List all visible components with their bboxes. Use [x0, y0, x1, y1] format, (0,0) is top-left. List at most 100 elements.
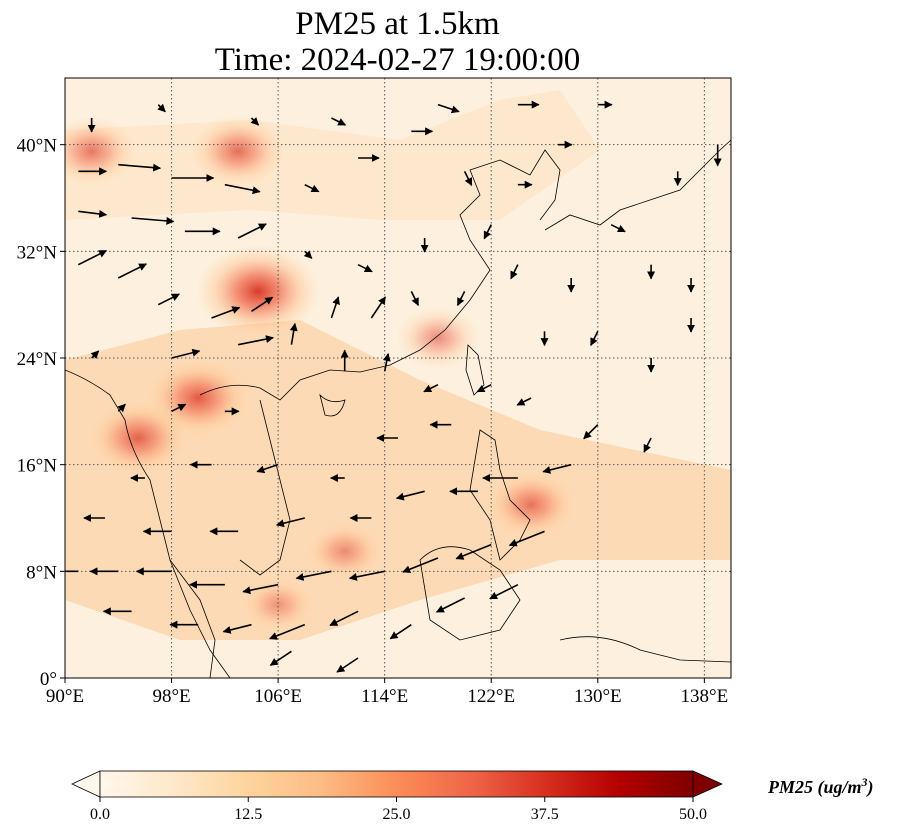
colorbar-tick-label-0: 0.0	[90, 806, 110, 823]
wind-vector-75	[423, 383, 439, 393]
wind-vector-34	[590, 330, 599, 347]
wind-vector-4	[78, 209, 108, 218]
wind-vector-80	[303, 250, 313, 259]
wind-vector-61	[269, 650, 292, 666]
wind-vector-45	[402, 557, 439, 574]
pm25-hotspot-0	[196, 244, 321, 338]
wind-vector-37	[583, 424, 599, 440]
pm25-hotspot-5	[484, 469, 578, 540]
wind-vector-86	[331, 117, 347, 126]
wind-vector-23	[463, 170, 473, 187]
wind-vector-55	[222, 623, 252, 634]
wind-vector-57	[329, 610, 359, 627]
lat-tick-label-3: 24°N	[17, 349, 58, 370]
wind-vector-8	[77, 249, 108, 266]
pm25-hotspot-8	[240, 576, 316, 634]
pm25-hotspot-4	[65, 116, 139, 187]
lat-tick-label-5: 40°N	[17, 136, 58, 157]
colorbar-tick-label-1: 12.5	[234, 806, 262, 823]
lat-tick-labels: 0° 8°N 16°N 24°N 32°N 40°N	[17, 136, 65, 690]
wind-vector-59	[435, 597, 465, 613]
map-frame	[64, 77, 732, 679]
lat-tick-label-1: 8°N	[26, 562, 57, 583]
wind-vector-93	[250, 117, 260, 126]
wind-vector-62	[336, 657, 359, 673]
wind-vector-76	[117, 403, 126, 413]
wind-vector-48	[242, 583, 279, 595]
wind-vector-83	[456, 290, 466, 307]
colorbar-tick-label-3: 37.5	[531, 806, 559, 823]
wind-vector-28	[610, 223, 626, 233]
colorbar-gradient	[99, 770, 694, 798]
wind-vector-44	[455, 543, 492, 560]
wind-vector-56	[269, 623, 306, 640]
wind-vector-17	[370, 296, 387, 319]
lon-tick-label-0: 90°E	[46, 686, 84, 707]
lat-tick-label-2: 16°N	[17, 456, 58, 477]
wind-vectors	[65, 100, 722, 673]
pm25-hotspot-3	[189, 114, 287, 188]
colorbar-title-text: PM25 (ug/m	[768, 777, 862, 797]
wind-vector-65	[275, 517, 305, 528]
wind-vector-47	[295, 570, 332, 581]
wind-vector-7	[237, 223, 267, 239]
lon-tick-labels: 90°E 98°E 106°E 114°E 122°E 130°E 138°E	[46, 678, 728, 707]
chart-title-line1: PM25 at 1.5km	[295, 6, 500, 42]
wind-vector-36	[516, 397, 532, 406]
wind-vector-12	[251, 296, 274, 312]
colorbar-extend-low	[71, 770, 101, 798]
wind-vector-1	[118, 163, 162, 172]
chart-title-line2: Time: 2024-02-27 19:00:00	[214, 42, 581, 78]
colorbar-tick-label-4: 50.0	[679, 806, 707, 823]
wind-vector-87	[437, 103, 460, 114]
gridlines	[65, 78, 731, 678]
wind-vector-39	[542, 463, 572, 474]
coastlines	[65, 139, 731, 678]
wind-vector-13	[238, 335, 274, 346]
lon-tick-label-6: 138°E	[681, 686, 729, 707]
wind-vector-84	[510, 264, 519, 280]
wind-vector-20	[304, 183, 320, 193]
wind-vector-42	[395, 490, 425, 501]
lat-tick-label-0: 0°	[40, 669, 57, 690]
lon-tick-label-5: 130°E	[574, 686, 622, 707]
wind-vector-79	[90, 350, 100, 359]
wind-vector-74	[476, 383, 492, 393]
map-plot-area	[65, 78, 731, 678]
wind-vector-82	[410, 290, 420, 307]
lon-tick-label-1: 98°E	[152, 686, 190, 707]
pm25-hotspot-2	[87, 399, 190, 477]
lon-tick-label-4: 122°E	[467, 686, 515, 707]
wind-vector-15	[289, 322, 298, 345]
wind-vector-5	[131, 216, 175, 225]
wind-vector-16	[330, 296, 340, 319]
wind-vector-70	[256, 463, 279, 474]
wind-vector-43	[508, 530, 545, 547]
wind-vector-58	[389, 624, 412, 640]
wind-vector-9	[117, 263, 147, 279]
wind-vector-11	[211, 306, 241, 319]
wind-vector-77	[171, 403, 187, 413]
lon-tick-label-3: 114°E	[361, 686, 408, 707]
lon-tick-label-2: 106°E	[254, 686, 302, 707]
pm25-hotspot-7	[304, 521, 385, 582]
wind-vector-24	[483, 224, 492, 240]
colorbar-title-sup: 3	[861, 775, 868, 789]
colorbar-title: PM25 (ug/m3)	[768, 775, 874, 798]
wind-vector-38	[643, 437, 652, 453]
pm25-north-field	[65, 90, 600, 220]
wind-vector-10	[157, 293, 180, 306]
lat-tick-label-4: 32°N	[17, 242, 58, 263]
wind-vector-81	[357, 263, 373, 273]
wind-vector-19	[382, 353, 391, 372]
pm25-hotspot-6	[395, 306, 481, 370]
colorbar-tick-label-2: 25.0	[383, 806, 411, 823]
wind-vector-3	[224, 183, 261, 195]
wind-vector-14	[171, 348, 201, 359]
wind-vector-60	[489, 583, 519, 600]
wind-vector-46	[348, 570, 385, 581]
colorbar-title-end: )	[867, 777, 874, 797]
colorbar: 0.0 12.5 25.0 37.5 50.0	[71, 770, 723, 823]
colorbar-extend-high	[692, 770, 723, 798]
